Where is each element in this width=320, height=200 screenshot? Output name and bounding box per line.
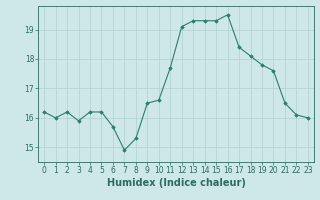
- X-axis label: Humidex (Indice chaleur): Humidex (Indice chaleur): [107, 178, 245, 188]
